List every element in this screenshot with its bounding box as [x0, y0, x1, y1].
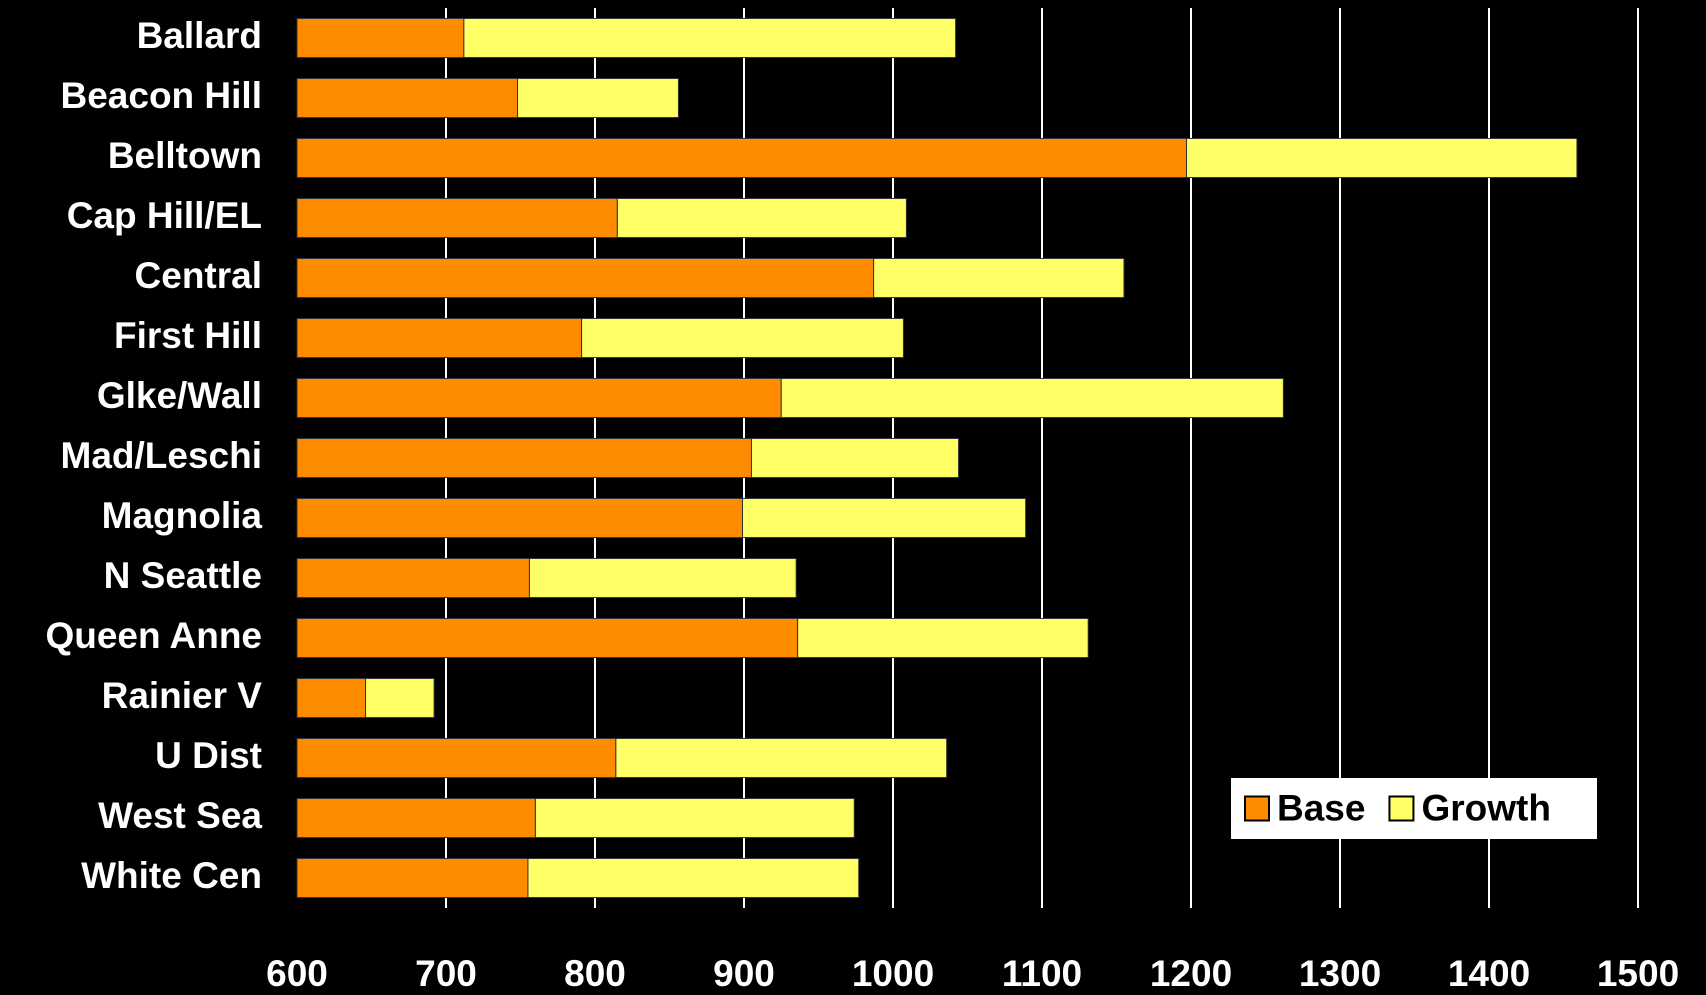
y-tick-label: Glke/Wall	[97, 375, 262, 416]
y-tick-label: U Dist	[155, 735, 262, 776]
bar-segment	[296, 438, 752, 478]
y-tick-label: Central	[135, 255, 262, 296]
bar-segment	[780, 378, 1284, 418]
y-tick-label: Beacon Hill	[61, 75, 263, 116]
x-tick-label: 1300	[1299, 953, 1381, 994]
bar-segment	[534, 798, 855, 838]
bar-segment	[296, 498, 744, 538]
bar-segment	[797, 618, 1089, 658]
x-tick-label: 1400	[1448, 953, 1530, 994]
bar-segment	[296, 798, 536, 838]
bar-segment	[296, 378, 782, 418]
bar-segment	[296, 318, 583, 358]
y-tick-label: Mad/Leschi	[61, 435, 263, 476]
bar-segment	[463, 18, 957, 58]
legend-label: Growth	[1421, 787, 1550, 828]
bar-segment	[296, 858, 529, 898]
bar-segment	[528, 558, 797, 598]
y-tick-label: Belltown	[108, 135, 262, 176]
x-tick-label: 1000	[852, 953, 934, 994]
y-tick-label: N Seattle	[104, 555, 262, 596]
legend-swatch	[1388, 795, 1415, 822]
bar-segment	[1186, 138, 1578, 178]
bar-segment	[517, 78, 679, 118]
x-tick-label: 1200	[1150, 953, 1232, 994]
bar-segment	[365, 678, 435, 718]
bar-segment	[296, 258, 875, 298]
bar-segment	[296, 138, 1188, 178]
y-tick-label: Queen Anne	[45, 615, 262, 656]
y-tick-label: Cap Hill/EL	[67, 195, 262, 236]
bar-segment	[296, 558, 530, 598]
bar-segment	[296, 78, 519, 118]
legend-swatch	[1244, 795, 1270, 822]
bar-segment	[527, 858, 860, 898]
x-tick-label: 1500	[1597, 953, 1679, 994]
bar-segment	[742, 498, 1027, 538]
bar-segment	[296, 618, 799, 658]
y-tick-label: West Sea	[98, 795, 262, 836]
x-tick-label: 1100	[1002, 953, 1082, 994]
y-tick-label: White Cen	[81, 855, 262, 896]
bar-segment	[296, 198, 618, 238]
bar-segment	[873, 258, 1125, 298]
bar-segment	[296, 738, 617, 778]
y-tick-label: Ballard	[137, 15, 262, 56]
bar-segment	[296, 18, 465, 58]
x-tick-label: 600	[266, 953, 328, 994]
legend-label: Base	[1277, 787, 1365, 828]
x-tick-label: 800	[564, 953, 626, 994]
y-tick-label: Magnolia	[102, 495, 263, 536]
y-tick-label: First Hill	[114, 315, 262, 356]
bar-segment	[581, 318, 904, 358]
x-tick-label: 700	[415, 953, 477, 994]
y-tick-label: Rainier V	[102, 675, 263, 716]
bar-segment	[616, 198, 907, 238]
bar-segment	[615, 738, 948, 778]
bar-segment	[750, 438, 960, 478]
bar-segment	[296, 678, 367, 718]
x-tick-label: 900	[713, 953, 775, 994]
